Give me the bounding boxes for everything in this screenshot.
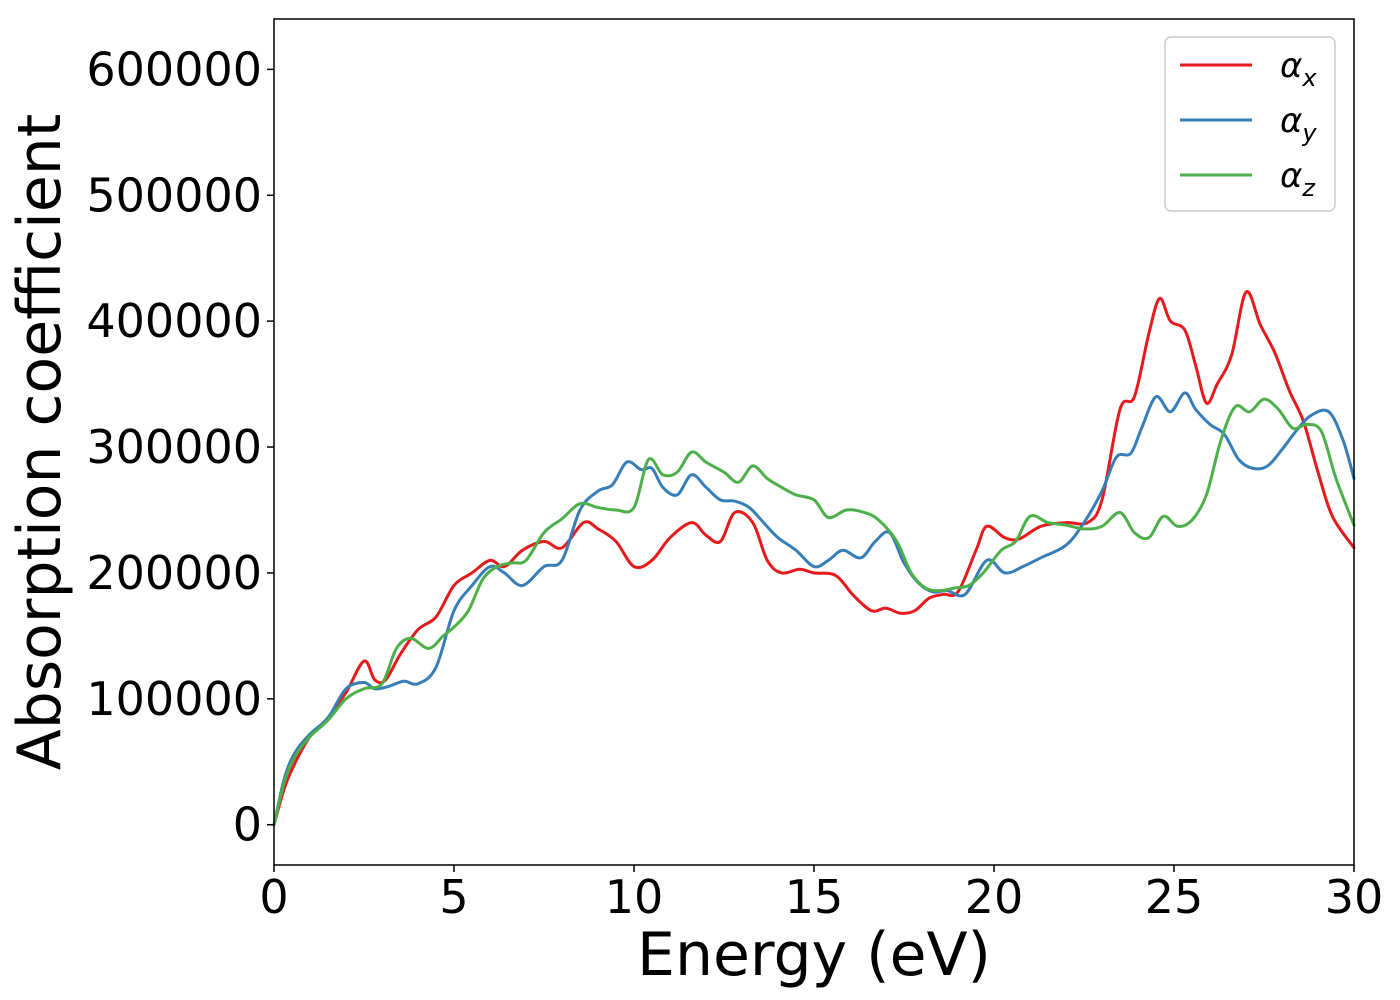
- series-line-z: [272, 397, 1356, 827]
- x-tick-label: 25: [1145, 870, 1204, 924]
- y-tick-label: 600000: [86, 42, 262, 96]
- x-tick-label: 30: [1325, 870, 1384, 924]
- x-tick-label: 20: [965, 870, 1024, 924]
- y-tick-label: 0: [233, 798, 262, 852]
- legend-box: [1164, 36, 1336, 212]
- y-tick-label: 500000: [86, 168, 262, 222]
- legend-label-x: αx: [1280, 46, 1317, 92]
- y-tick-label: 200000: [86, 546, 262, 600]
- y-axis-title: Absorption coefficient: [5, 114, 75, 771]
- series-line-y: [272, 391, 1356, 827]
- x-tick-label: 5: [439, 870, 468, 924]
- x-tick-label: 0: [259, 870, 288, 924]
- y-tick-label: 400000: [86, 294, 262, 348]
- y-tick-label: 100000: [86, 672, 262, 726]
- legend-label-y: αy: [1280, 101, 1317, 147]
- x-axis-title: Energy (eV): [637, 920, 991, 990]
- legend: αx αy αz: [1164, 36, 1336, 212]
- x-tick-label: 15: [785, 870, 844, 924]
- legend-label-z: αz: [1280, 156, 1316, 202]
- y-tick-label: 300000: [86, 420, 262, 474]
- plot-lines: [272, 290, 1356, 827]
- y-axis-ticks: 0 100000 200000 300000 400000 500000 600000: [86, 42, 274, 852]
- series-line-x: [272, 290, 1356, 827]
- x-axis-ticks: 0 5 10 15 20 25 30: [259, 865, 1383, 924]
- x-tick-label: 10: [605, 870, 664, 924]
